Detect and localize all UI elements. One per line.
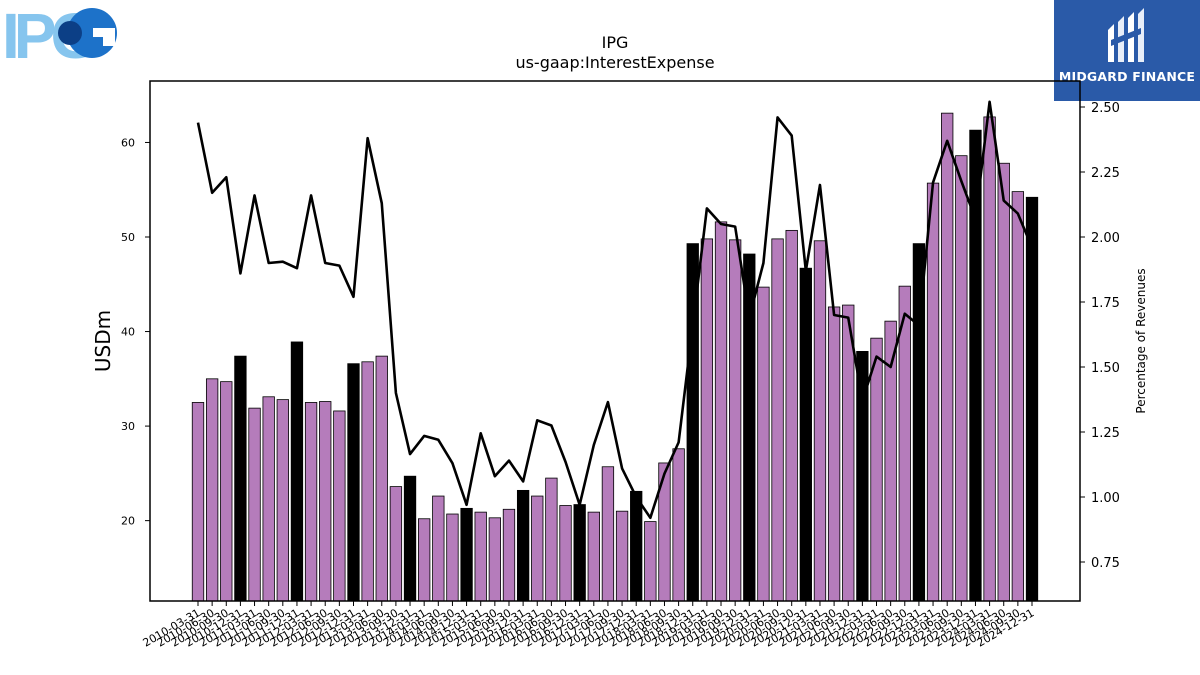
bar-2015-03-31: [474, 511, 487, 602]
right-tick-label: 1.25: [1091, 426, 1120, 441]
bar-2023-12-31: [969, 129, 982, 602]
percentage-line: [196, 100, 1034, 520]
bar-2020-12-31: [799, 267, 812, 602]
bar-2024-06-30: [997, 162, 1010, 602]
bar-2012-06-30: [319, 401, 332, 602]
bar-2023-03-31: [926, 182, 940, 602]
bar-2011-06-30: [262, 396, 275, 602]
bar-2011-03-31: [248, 407, 261, 602]
bar-2015-09-30: [502, 508, 516, 602]
left-tick-label: 50: [121, 231, 135, 244]
bar-2011-12-31: [290, 341, 304, 602]
bar-2018-09-30: [672, 448, 685, 602]
midgard-finance-logo: MIDGARD FINANCE: [1054, 0, 1200, 101]
x-axis: 2010-03-312010-06-302010-09-302010-12-31…: [141, 601, 1037, 650]
bar-2014-06-30: [432, 495, 445, 602]
right-tick-label: 0.75: [1091, 556, 1120, 571]
ipg-logo: IPG: [2, 0, 117, 70]
bar-2013-06-30: [375, 355, 388, 602]
bar-2013-09-30: [389, 486, 403, 602]
bar-2010-06-30: [205, 378, 219, 602]
chart-subtitle: us-gaap:InterestExpense: [515, 53, 715, 72]
plot-frame: [149, 80, 1081, 602]
bar-2014-09-30: [446, 513, 459, 602]
brand-text: MIDGARD FINANCE: [1058, 69, 1196, 84]
bar-2020-06-30: [771, 238, 784, 602]
bar-2016-06-30: [545, 477, 558, 602]
bar-2016-03-31: [531, 495, 544, 602]
bar-2014-12-31: [460, 507, 473, 602]
bar-2023-09-30: [955, 155, 968, 602]
left-tick-label: 20: [121, 515, 135, 528]
bar-2015-06-30: [488, 517, 502, 602]
bar-2021-06-30: [827, 306, 841, 602]
bar-2013-03-31: [361, 361, 374, 602]
y2-axis-label: Percentage of Revenues: [1134, 268, 1148, 413]
bar-2023-06-30: [941, 112, 954, 602]
bar-2018-03-31: [644, 521, 657, 602]
bar-2019-06-30: [714, 221, 728, 602]
bar-2017-09-30: [615, 510, 629, 602]
right-tick-label: 1.50: [1091, 361, 1120, 376]
bar-2015-12-31: [516, 489, 530, 602]
left-axis: 20 30 40 50 60: [121, 136, 150, 528]
bar-2016-12-31: [573, 504, 586, 602]
bar-2012-12-31: [347, 363, 360, 602]
bar-2019-09-30: [729, 239, 742, 602]
bar-2020-03-31: [757, 286, 770, 602]
bar-2016-09-30: [559, 505, 572, 602]
bar-2017-06-30: [601, 466, 615, 602]
bar-2021-09-30: [842, 304, 855, 602]
bar-2014-03-31: [418, 518, 431, 602]
chart-title: IPG: [601, 33, 629, 52]
right-tick-label: 1.00: [1091, 491, 1120, 506]
bar-2017-12-31: [630, 490, 643, 602]
bar-2017-03-31: [587, 511, 600, 602]
bar-2013-12-31: [403, 475, 417, 602]
right-tick-label: 2.25: [1091, 166, 1120, 181]
right-axis: 0.75 1.00 1.25 1.50 1.75 2.00 2.25 2.50: [1080, 101, 1120, 571]
bar-2012-03-31: [304, 402, 318, 602]
bar-2020-09-30: [785, 229, 798, 602]
bar-2010-12-31: [234, 355, 247, 602]
bar-2021-03-31: [813, 240, 827, 602]
ipg-logo-overlap: [58, 21, 82, 45]
bar-2010-09-30: [220, 381, 233, 602]
right-tick-label: 2.00: [1091, 231, 1120, 246]
bar-group: [191, 112, 1039, 602]
right-tick-label: 1.75: [1091, 296, 1120, 311]
bar-2024-03-31: [983, 116, 996, 602]
bar-2024-09-30: [1011, 191, 1025, 602]
bar-2011-09-30: [276, 399, 289, 602]
bar-2012-09-30: [333, 410, 346, 602]
left-tick-label: 40: [121, 326, 135, 339]
bar-2010-03-31: [191, 402, 205, 602]
bar-2024-12-31: [1025, 196, 1039, 602]
left-tick-label: 30: [121, 420, 135, 433]
left-tick-label: 60: [121, 136, 135, 149]
right-tick-label: 2.50: [1091, 101, 1120, 116]
y-axis-label: USDm: [91, 310, 115, 372]
midgard-logo-mark: [1108, 8, 1144, 62]
bar-2022-03-31: [870, 337, 883, 602]
bar-2019-03-31: [700, 238, 714, 602]
line-layer: [196, 100, 1034, 520]
